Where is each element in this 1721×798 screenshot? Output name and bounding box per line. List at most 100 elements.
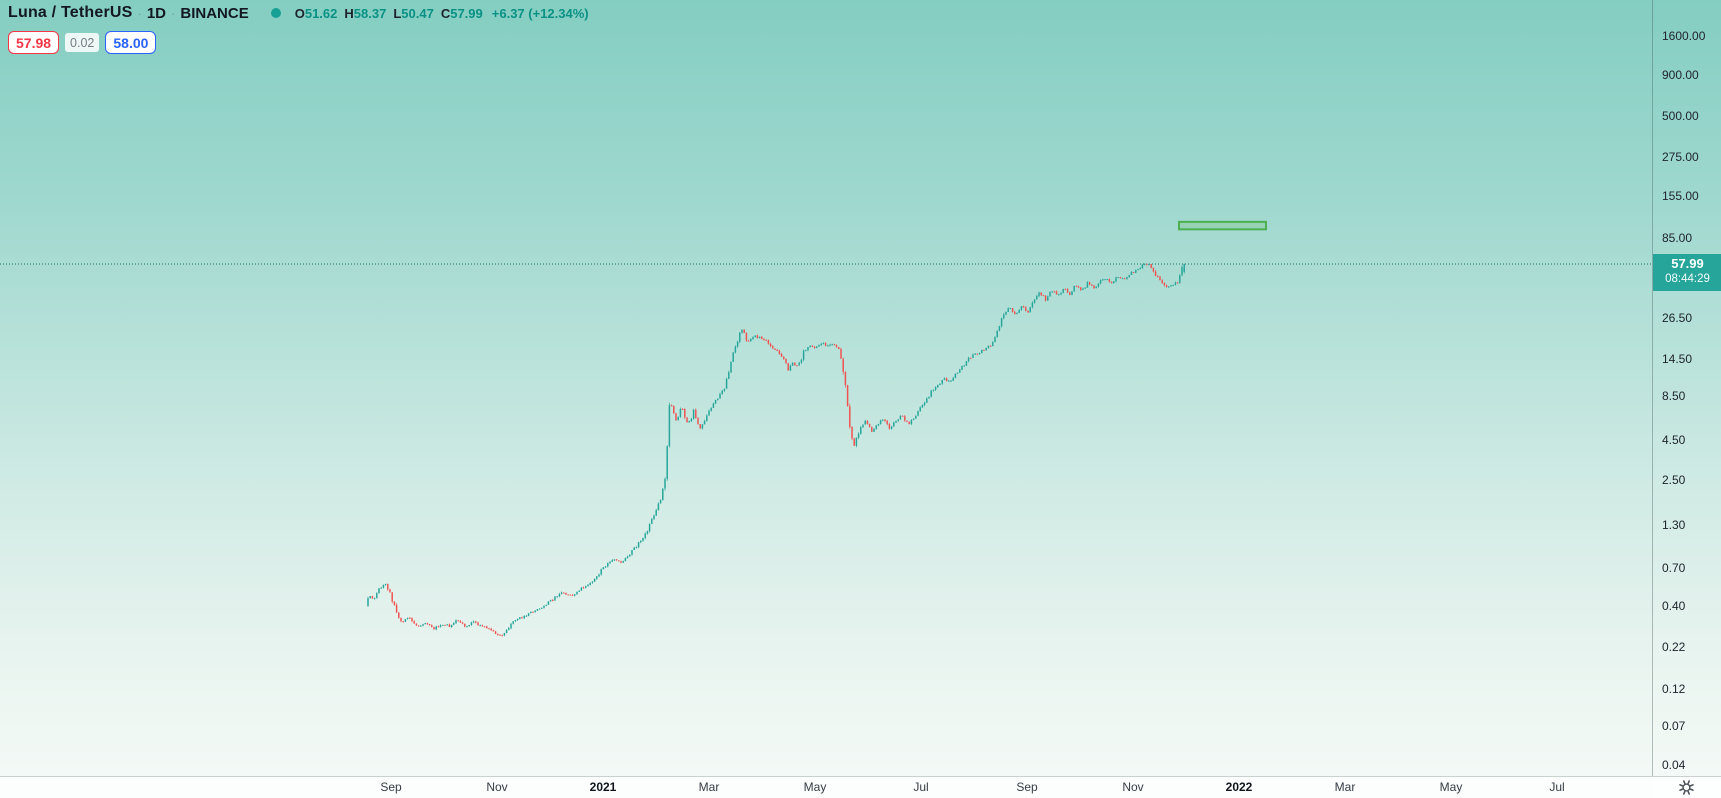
candle-body bbox=[1007, 308, 1009, 312]
candle-body bbox=[552, 600, 554, 602]
candle-body bbox=[930, 390, 932, 397]
candle-body bbox=[919, 407, 921, 412]
candle-body bbox=[998, 326, 1001, 331]
candle-body bbox=[479, 625, 481, 627]
symbol-title[interactable]: Luna / TetherUS bbox=[8, 4, 133, 21]
candle-body bbox=[708, 410, 710, 416]
candle-body bbox=[411, 618, 413, 622]
candle-body bbox=[426, 623, 429, 625]
candle-body bbox=[743, 329, 745, 333]
candle-body bbox=[981, 349, 983, 354]
exchange-label[interactable]: BINANCE bbox=[180, 4, 249, 22]
candle-body bbox=[1181, 267, 1183, 276]
candle-body bbox=[433, 626, 435, 630]
candle-body bbox=[1058, 294, 1060, 296]
last-price-badge: 57.99 08:44:29 bbox=[1653, 254, 1721, 291]
candle-body bbox=[450, 624, 453, 628]
candle-body bbox=[1170, 285, 1172, 287]
candle-body bbox=[367, 598, 369, 607]
candle-body bbox=[378, 588, 380, 594]
candle-body bbox=[611, 560, 613, 562]
candle-body bbox=[580, 587, 583, 591]
candle-body bbox=[1102, 279, 1104, 281]
candle-body bbox=[457, 620, 459, 622]
candle-body bbox=[505, 629, 508, 634]
candle-body bbox=[404, 619, 407, 622]
candle-body bbox=[1027, 310, 1029, 313]
candle-body bbox=[1051, 291, 1053, 293]
chart-legend: Luna / TetherUS · 1D · BINANCE O51.62 H58… bbox=[8, 2, 589, 54]
candle-body bbox=[725, 378, 728, 389]
price-tick: 500.00 bbox=[1662, 108, 1699, 123]
candle-body bbox=[510, 623, 512, 629]
candle-body bbox=[435, 626, 437, 630]
candle-body bbox=[483, 626, 486, 628]
candle-body bbox=[1029, 307, 1031, 313]
candle-body bbox=[1000, 318, 1003, 327]
candle-body bbox=[890, 426, 893, 429]
candle-body bbox=[1080, 287, 1082, 290]
candle-body bbox=[851, 427, 853, 439]
candle-body bbox=[626, 556, 629, 558]
candle-body bbox=[928, 396, 930, 399]
candle-body bbox=[1104, 279, 1106, 281]
candle-body bbox=[393, 601, 396, 605]
candle-body bbox=[1082, 288, 1084, 290]
candle-body bbox=[877, 423, 880, 426]
candle-body bbox=[384, 583, 387, 585]
candle-body bbox=[1099, 280, 1102, 284]
candle-body bbox=[593, 578, 596, 582]
sell-price-button[interactable]: 57.98 bbox=[8, 31, 60, 54]
buy-price-button[interactable]: 58.00 bbox=[105, 31, 157, 54]
candle-body bbox=[1040, 292, 1042, 296]
price-tick: 1.30 bbox=[1662, 518, 1686, 533]
candle-body bbox=[838, 347, 840, 349]
candle-body bbox=[899, 415, 902, 420]
candle-body bbox=[613, 559, 616, 561]
candle-body bbox=[730, 361, 732, 373]
candle-body bbox=[391, 592, 393, 602]
candle-body bbox=[752, 336, 754, 339]
candle-body bbox=[897, 419, 899, 421]
candle-body bbox=[406, 617, 409, 620]
candle-body bbox=[873, 428, 875, 432]
rectangle-drawing[interactable] bbox=[1178, 220, 1267, 231]
candle-body bbox=[954, 373, 957, 378]
candle-body bbox=[604, 566, 607, 568]
candle-body bbox=[772, 346, 774, 349]
candle-body bbox=[1042, 295, 1045, 297]
candle-body bbox=[783, 356, 785, 359]
candle-body bbox=[712, 403, 715, 408]
candle-body bbox=[736, 341, 739, 347]
candle-body bbox=[681, 408, 684, 410]
candle-body bbox=[926, 398, 928, 403]
candle-body bbox=[651, 519, 653, 524]
time-axis[interactable]: Sep Nov 2021 Mar May Jul Sep Nov 2022 Mar May Jul bbox=[0, 776, 1721, 798]
gear-icon[interactable] bbox=[1678, 779, 1695, 796]
candle-body bbox=[805, 350, 807, 352]
candle-body bbox=[697, 417, 699, 425]
candle-body bbox=[824, 343, 827, 346]
candle-body bbox=[937, 384, 939, 388]
price-axis[interactable]: 1600.00 900.00 500.00 275.00 155.00 85.00 26.5… bbox=[1652, 0, 1721, 776]
candlestick-chart-pane[interactable] bbox=[0, 0, 1652, 776]
candle-body bbox=[624, 557, 627, 562]
candle-body bbox=[439, 625, 442, 627]
price-tick: 0.04 bbox=[1662, 757, 1686, 772]
candle-body bbox=[884, 419, 886, 421]
candle-body bbox=[488, 628, 490, 630]
candle-body bbox=[640, 540, 642, 543]
candle-body bbox=[1121, 278, 1124, 280]
candle-body bbox=[560, 592, 563, 594]
candle-body bbox=[741, 329, 743, 333]
interval-label[interactable]: 1D bbox=[146, 4, 167, 22]
candle-body bbox=[950, 380, 952, 382]
candle-body bbox=[807, 347, 809, 351]
candle-body bbox=[714, 399, 717, 404]
candle-body bbox=[941, 379, 943, 384]
candle-body bbox=[1003, 314, 1005, 319]
candle-body bbox=[822, 343, 825, 345]
candle-body bbox=[1108, 279, 1111, 282]
axis-settings-corner[interactable] bbox=[1652, 776, 1721, 798]
candle-body bbox=[987, 345, 990, 348]
